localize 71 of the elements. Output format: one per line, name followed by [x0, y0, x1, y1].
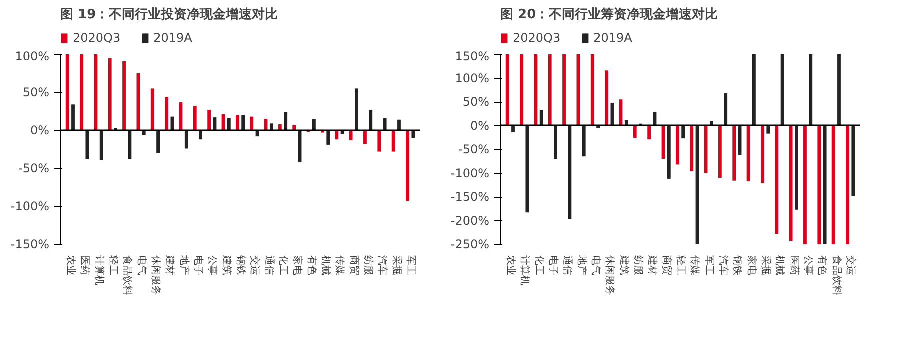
- x-tick-label: 交运: [249, 256, 262, 276]
- y-tick-label: 150%: [455, 50, 490, 64]
- y-tick-label: 100%: [15, 50, 50, 64]
- x-tick-label: 建筑: [618, 254, 630, 276]
- y-tick-label: -250%: [450, 238, 490, 252]
- y-tick-label: -200%: [450, 214, 490, 228]
- y-tick-label: -50%: [458, 142, 490, 156]
- x-tick-label: 电子: [547, 256, 560, 276]
- x-tick-label: 通信: [263, 256, 276, 276]
- legend-label: 2019A: [594, 31, 632, 45]
- x-tick-label: 传媒: [689, 256, 700, 276]
- y-tick-label: -100%: [450, 166, 490, 180]
- x-tick-label: 化工: [278, 256, 290, 276]
- x-tick-label: 电子: [192, 256, 204, 276]
- y-tick-label: -50%: [18, 162, 50, 176]
- x-tick-label: 机械: [774, 256, 786, 276]
- y-tick-label: -100%: [10, 200, 50, 214]
- x-tick-label: 通信: [562, 256, 574, 276]
- x-tick-label: 休闲服务: [150, 256, 162, 296]
- x-tick-label: 传媒: [334, 256, 346, 276]
- x-tick-label: 计算机: [93, 256, 106, 286]
- x-tick-label: 商贸: [660, 256, 673, 276]
- x-tick-label: 交运: [845, 256, 858, 276]
- x-tick-label: 采掘: [760, 256, 772, 276]
- x-tick-label: 军工: [405, 256, 416, 276]
- y-tick-label: 0%: [470, 118, 490, 133]
- y-tick-label: 50%: [462, 95, 490, 109]
- legend-label: 2020Q3: [513, 31, 561, 45]
- x-tick-label: 医药: [788, 256, 800, 276]
- x-tick-label: 农业: [64, 256, 77, 276]
- chart-title: 图 20：不同行业筹资净现金增速对比: [500, 8, 718, 22]
- legend-label: 2019A: [154, 31, 192, 45]
- chart-title: 图 19：不同行业投资净现金增速对比: [60, 8, 278, 22]
- x-tick-label: 食品饮料: [830, 256, 843, 296]
- x-tick-label: 建材: [646, 254, 659, 276]
- x-tick-label: 汽车: [718, 256, 730, 276]
- x-tick-label: 医药: [79, 256, 92, 276]
- x-tick-label: 休闲服务: [604, 256, 616, 296]
- x-tick-label: 军工: [703, 256, 714, 276]
- x-tick-label: 电气: [136, 256, 148, 276]
- x-tick-label: 地产: [576, 254, 588, 276]
- x-tick-label: 机械: [320, 256, 332, 276]
- x-tick-label: 家电: [746, 256, 758, 276]
- x-tick-label: 钢铁: [732, 254, 744, 276]
- x-tick-label: 家电: [292, 256, 304, 276]
- legend-label: 2020Q3: [73, 31, 121, 45]
- x-tick-label: 汽车: [376, 256, 389, 276]
- x-tick-label: 纺服: [632, 256, 644, 276]
- x-tick-label: 商贸: [348, 256, 360, 276]
- y-tick-label: -150%: [450, 190, 490, 204]
- x-tick-label: 建材: [164, 254, 176, 276]
- y-tick-label: 100%: [455, 71, 490, 86]
- x-tick-label: 电气: [590, 256, 602, 276]
- y-tick-label: -150%: [10, 238, 50, 252]
- y-tick-label: 0%: [30, 124, 50, 138]
- x-tick-label: 有色: [306, 256, 318, 276]
- x-tick-label: 公事: [206, 256, 219, 276]
- x-tick-label: 地产: [178, 254, 190, 276]
- x-tick-label: 食品饮料: [122, 256, 134, 296]
- x-tick-label: 纺服: [362, 256, 375, 276]
- x-tick-label: 轻工: [675, 256, 687, 276]
- x-tick-label: 建筑: [220, 254, 233, 276]
- x-tick-label: 公事: [802, 256, 815, 276]
- x-tick-label: 农业: [504, 256, 517, 276]
- x-tick-label: 轻工: [107, 256, 120, 276]
- x-tick-label: 有色: [816, 256, 829, 276]
- x-tick-label: 计算机: [519, 256, 532, 286]
- x-tick-label: 钢铁: [235, 254, 247, 276]
- y-tick-label: 50%: [22, 86, 50, 100]
- x-tick-label: 化工: [533, 256, 546, 276]
- x-tick-label: 采掘: [390, 256, 403, 276]
